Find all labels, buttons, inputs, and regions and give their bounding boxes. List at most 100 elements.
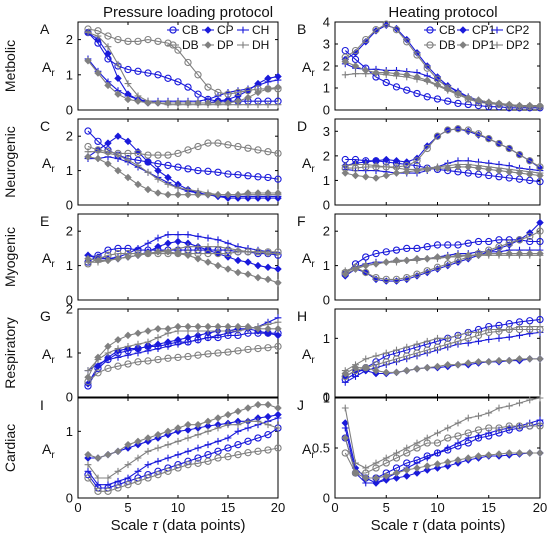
y-tick-label: 2 bbox=[323, 59, 330, 74]
filled-diamond-icon bbox=[224, 265, 232, 273]
filled-diamond-icon bbox=[433, 460, 442, 468]
open-circle-icon bbox=[433, 132, 442, 140]
series-dp2 bbox=[341, 70, 544, 109]
filled-diamond-icon bbox=[144, 185, 152, 194]
plus-icon bbox=[505, 333, 513, 341]
legend-label: DH bbox=[252, 38, 269, 52]
y-axis-label: Ar bbox=[302, 155, 315, 175]
filled-diamond-icon bbox=[264, 325, 272, 333]
plus-icon bbox=[526, 396, 534, 404]
panel-letter: D bbox=[297, 118, 307, 134]
open-circle-icon bbox=[403, 244, 411, 253]
plus-icon bbox=[505, 402, 513, 410]
filled-diamond-icon bbox=[505, 356, 513, 365]
filled-diamond-icon bbox=[392, 368, 401, 377]
filled-diamond-icon bbox=[234, 268, 242, 277]
open-circle-icon bbox=[254, 344, 262, 353]
filled-diamond-icon bbox=[274, 331, 282, 340]
plus-icon bbox=[214, 101, 222, 109]
plus-icon bbox=[372, 162, 380, 170]
y-tick-label: 3 bbox=[323, 124, 330, 139]
plus-icon bbox=[164, 343, 172, 350]
y-axis-label: Ar bbox=[302, 441, 315, 461]
open-circle-icon bbox=[114, 484, 122, 492]
plus-icon bbox=[526, 102, 534, 109]
plus-icon bbox=[214, 437, 222, 445]
plus-icon bbox=[254, 191, 262, 199]
x-tick-label: 20 bbox=[533, 500, 547, 515]
plus-icon bbox=[464, 329, 472, 336]
plus-icon bbox=[495, 100, 503, 107]
series-dp1 bbox=[341, 355, 544, 378]
x-tick-label: 15 bbox=[221, 500, 235, 515]
open-circle-icon bbox=[392, 26, 401, 34]
plus-icon bbox=[154, 248, 162, 256]
filled-diamond-icon bbox=[382, 21, 390, 30]
plus-icon bbox=[254, 417, 262, 425]
filled-diamond-icon bbox=[433, 362, 442, 371]
open-circle-icon bbox=[114, 244, 122, 253]
filled-diamond-icon bbox=[433, 464, 442, 472]
open-circle-icon bbox=[382, 248, 390, 256]
open-circle-icon bbox=[423, 267, 431, 275]
filled-diamond-icon bbox=[413, 469, 421, 477]
y-tick-label: 0 bbox=[323, 390, 330, 405]
open-circle-icon bbox=[134, 149, 142, 158]
filled-diamond-icon bbox=[459, 26, 467, 34]
plus-icon bbox=[84, 467, 92, 475]
open-circle-icon bbox=[194, 351, 202, 359]
row-label: Neurogenic bbox=[2, 126, 18, 198]
plus-icon bbox=[454, 439, 462, 447]
plus-icon bbox=[244, 101, 252, 109]
panel-letter: I bbox=[40, 397, 44, 413]
legend-item: DP2 bbox=[491, 38, 530, 52]
filled-diamond-icon bbox=[351, 469, 360, 477]
plus-icon bbox=[184, 231, 192, 239]
plus-icon bbox=[403, 257, 411, 264]
filled-diamond-icon bbox=[244, 270, 252, 278]
plus-icon bbox=[194, 243, 202, 251]
open-circle-icon bbox=[426, 26, 434, 34]
series-line bbox=[87, 447, 279, 492]
filled-diamond-icon bbox=[526, 449, 534, 457]
plus-icon bbox=[403, 444, 411, 452]
open-circle-icon bbox=[254, 447, 262, 455]
open-circle-icon bbox=[536, 227, 544, 235]
open-circle-icon bbox=[382, 78, 390, 87]
plus-icon bbox=[454, 91, 462, 98]
open-circle-icon bbox=[454, 125, 462, 133]
open-circle-icon bbox=[224, 453, 232, 461]
open-circle-icon bbox=[423, 144, 431, 153]
plus-icon bbox=[362, 355, 370, 363]
open-circle-icon bbox=[144, 357, 152, 365]
open-circle-icon bbox=[174, 464, 182, 472]
open-circle-icon bbox=[536, 315, 544, 324]
plus-icon bbox=[124, 253, 132, 261]
filled-diamond-icon bbox=[114, 336, 122, 344]
plus-icon bbox=[214, 327, 222, 335]
plus-icon bbox=[194, 336, 202, 344]
plus-icon bbox=[444, 424, 452, 432]
plus-icon bbox=[114, 354, 122, 361]
filled-diamond-icon bbox=[264, 400, 272, 409]
filled-diamond-icon bbox=[444, 462, 452, 470]
filled-diamond-icon bbox=[224, 410, 232, 419]
filled-diamond-icon bbox=[204, 417, 212, 426]
filled-diamond-icon bbox=[392, 469, 401, 477]
filled-diamond-icon bbox=[154, 189, 162, 197]
plus-icon bbox=[393, 346, 400, 354]
plus-icon bbox=[362, 464, 370, 472]
open-circle-icon bbox=[444, 97, 452, 105]
filled-diamond-icon bbox=[84, 380, 92, 388]
open-circle-icon bbox=[403, 38, 411, 46]
y-tick-label: 1 bbox=[323, 81, 330, 96]
open-circle-icon bbox=[454, 432, 462, 440]
legend-item: DH bbox=[237, 38, 269, 52]
plus-icon bbox=[341, 267, 349, 275]
plus-icon bbox=[393, 449, 400, 457]
plus-icon bbox=[505, 101, 513, 108]
series-dp2 bbox=[341, 161, 544, 177]
filled-diamond-icon bbox=[485, 358, 493, 366]
plus-icon bbox=[274, 424, 282, 432]
